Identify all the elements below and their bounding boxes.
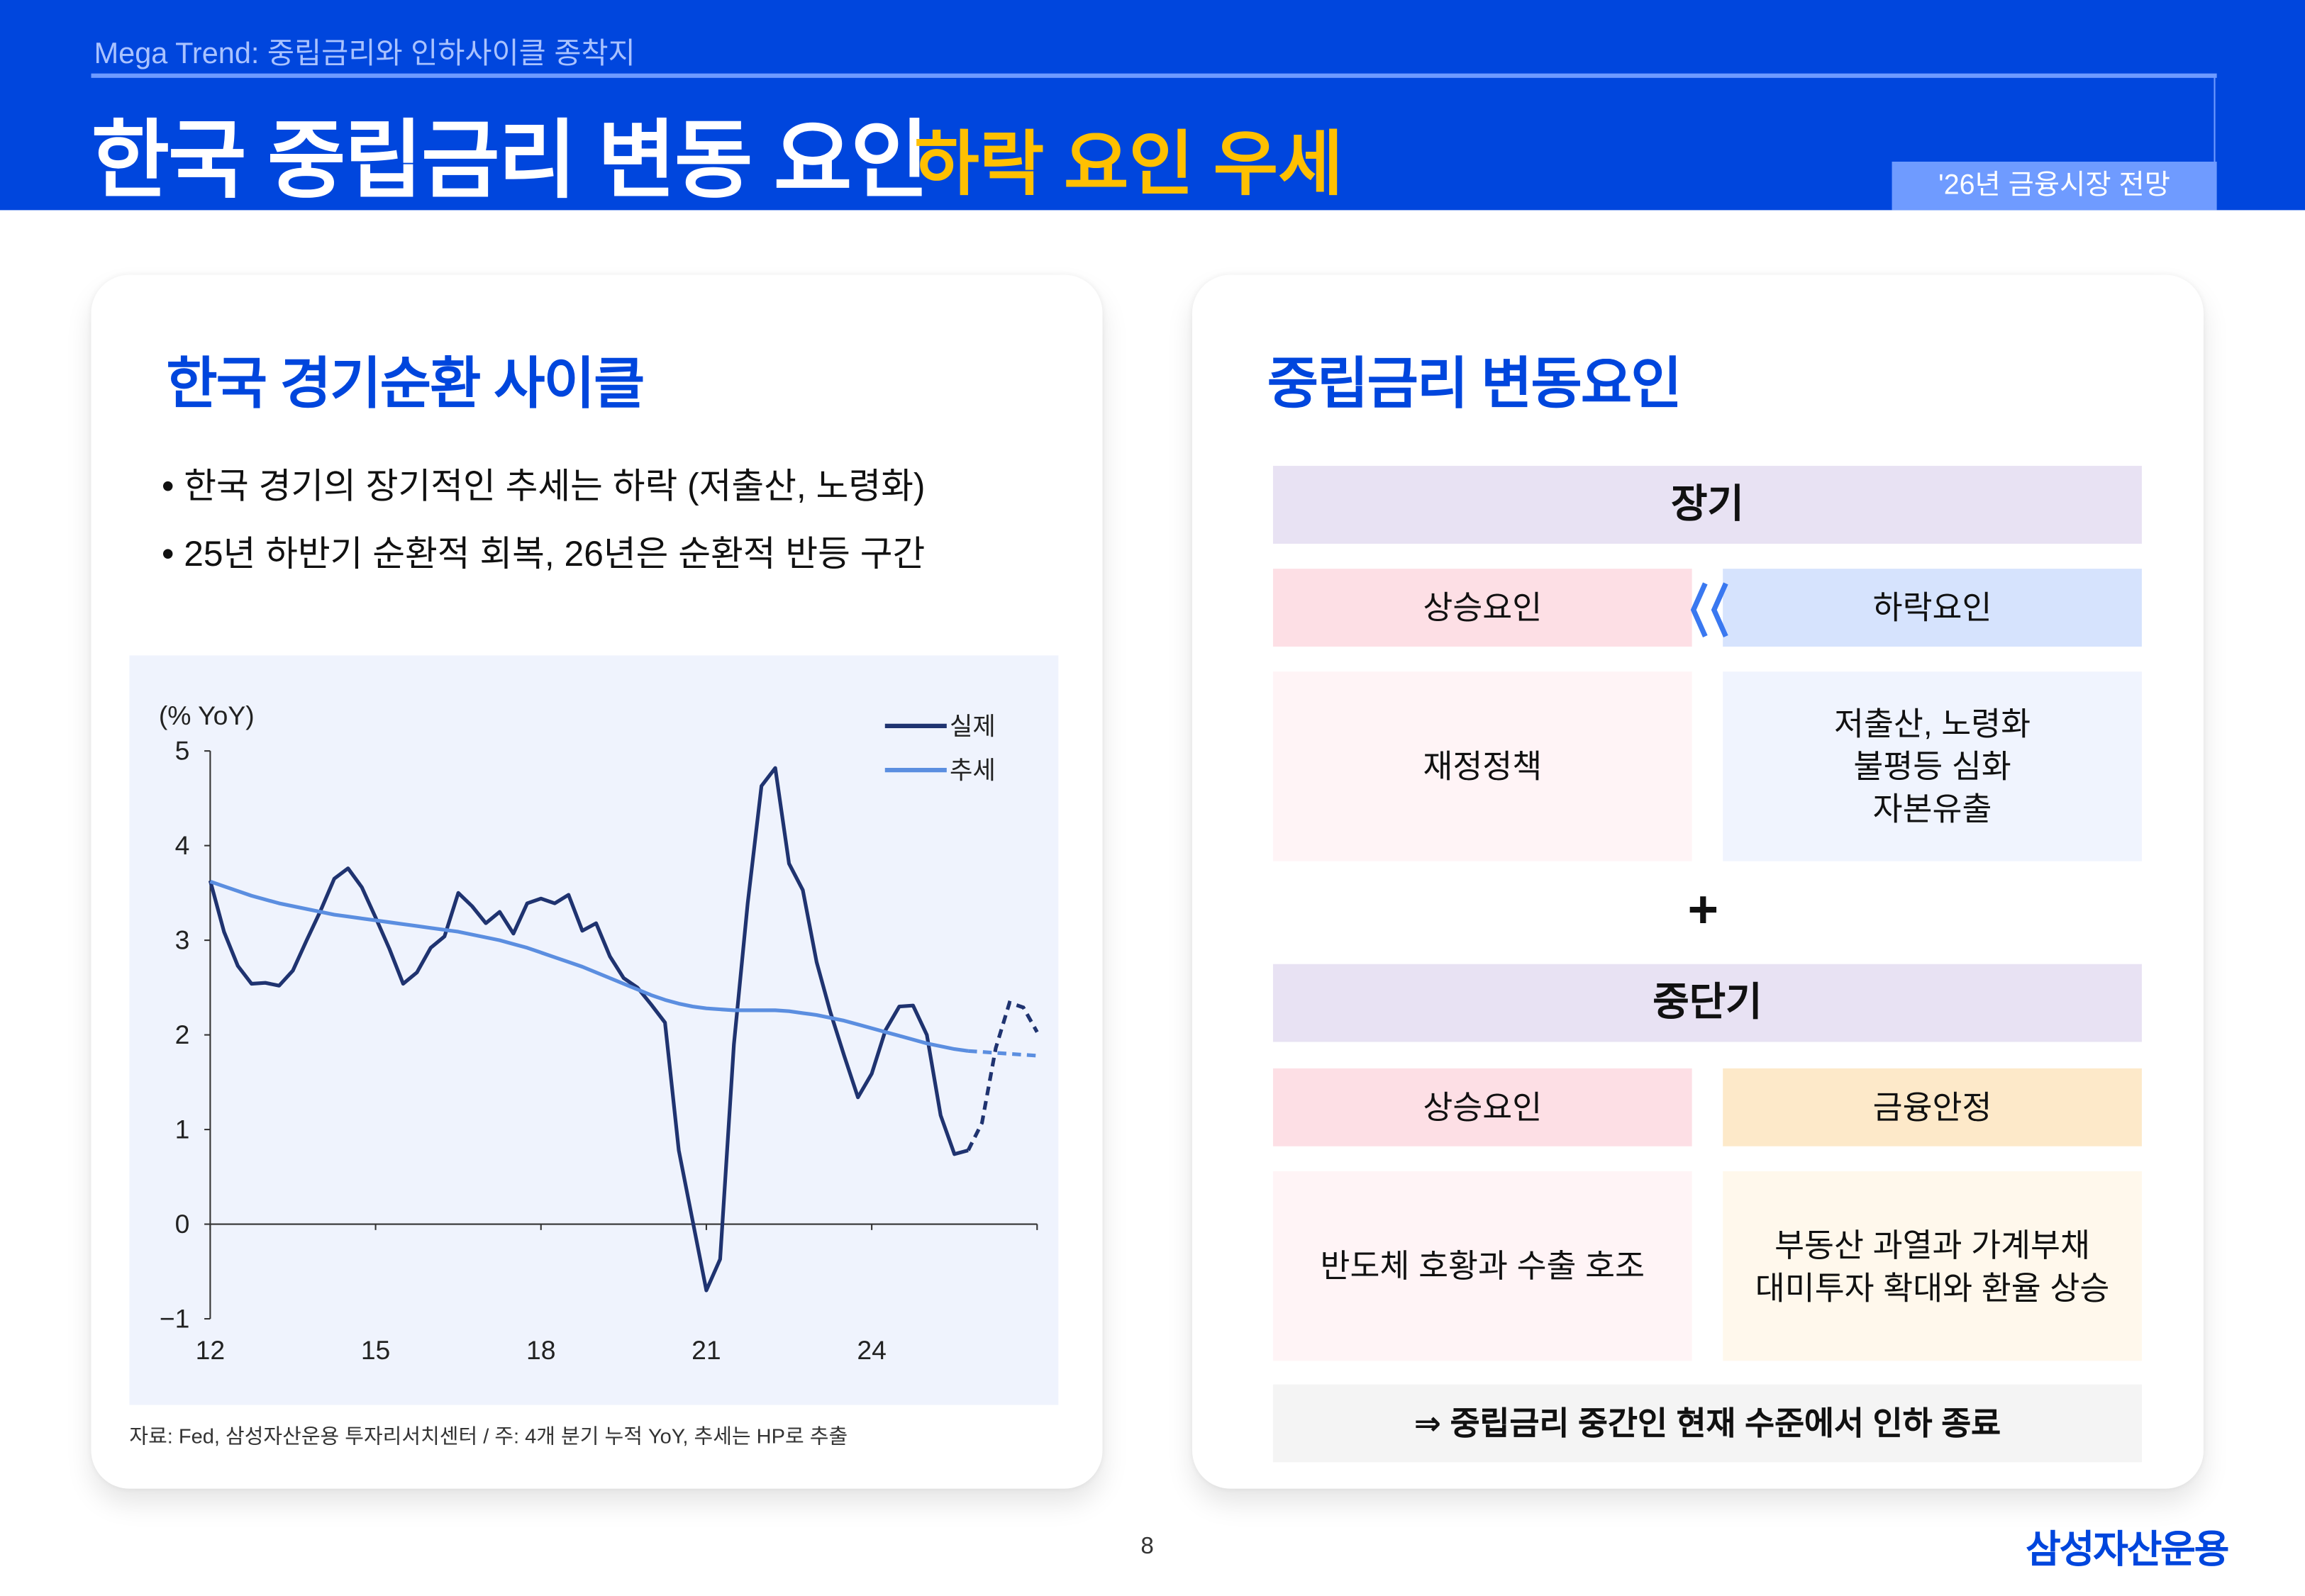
plus-icon: +: [1687, 878, 1719, 939]
y-tick-label: −1: [160, 1303, 190, 1333]
long-term-header: 장기: [1272, 466, 2142, 544]
conclusion: ⇒ 중립금리 중간인 현재 수준에서 인하 종료: [1272, 1384, 2142, 1463]
series-line-trend: [209, 879, 969, 1053]
long-term-up-label: 상승요인: [1272, 569, 1692, 647]
report-badge: '26년 금융시장 전망: [1892, 161, 2217, 211]
factor-item: 자본유출: [1872, 791, 1992, 827]
series-forecast-trend: [967, 1049, 1038, 1058]
series-line-actual: [208, 766, 969, 1293]
company-logo: 삼성자산운용: [2026, 1527, 2229, 1571]
page-title: 한국 중립금리 변동 요인: [91, 113, 929, 209]
y-tick-label: 1: [175, 1115, 190, 1144]
page-subtitle: 하락 요인 우세: [914, 126, 1343, 205]
chart-source: 자료: Fed, 삼성자산운용 투자리서치센터 / 주: 4개 분기 누적 Yo…: [129, 1424, 848, 1448]
y-tick-label: 2: [175, 1020, 190, 1049]
legend-label: 실제: [950, 713, 996, 740]
y-axis-label: (% YoY): [159, 701, 255, 730]
mid-term-up-items: 반도체 호황과 수출 호조: [1272, 1171, 1692, 1361]
x-tick-label: 21: [692, 1335, 721, 1365]
chart-area: 5 4 3 2 1 0 −1 12 15 18 21 24 (% YoY) 실제 추세: [129, 655, 1059, 1405]
x-tick-label: 18: [526, 1335, 556, 1365]
long-term-down-label: 하락요인: [1723, 569, 2142, 647]
page-number: 8: [1140, 1534, 1154, 1560]
bullet-1: • 한국 경기의 장기적인 추세는 하락 (저출산, 노령화): [161, 467, 926, 508]
y-tick-label: 4: [175, 830, 190, 860]
double-chevron-left-icon: [1690, 582, 1728, 637]
factor-item: 불평등 심화: [1853, 748, 2011, 785]
y-tick-label: 3: [175, 925, 190, 955]
mid-term-stability-items: 부동산 과열과 가계부채 대미투자 확대와 환율 상승: [1723, 1171, 2142, 1361]
y-tick-label: 5: [175, 736, 190, 766]
factor-item: 부동산 과열과 가계부채: [1774, 1226, 2090, 1263]
long-term-up-items: 재정정책: [1272, 671, 1692, 861]
x-tick-label: 15: [361, 1335, 391, 1365]
legend-label: 추세: [950, 757, 996, 785]
factor-item: 반도체 호황과 수출 호조: [1320, 1247, 1645, 1285]
section-kicker: Mega Trend: 중립금리와 인하사이클 종착지: [94, 38, 635, 71]
header-divider: [91, 73, 2217, 78]
card-title: 한국 경기순환 사이클: [166, 354, 645, 416]
mid-term-header: 중단기: [1272, 964, 2142, 1042]
x-tick-label: 12: [196, 1335, 226, 1365]
factor-item: 저출산, 노령화: [1834, 705, 2031, 742]
x-tick-label: 24: [857, 1335, 887, 1365]
series-forecast-actual: [966, 1000, 1039, 1151]
mid-term-up-label: 상승요인: [1272, 1068, 1692, 1146]
bullet-2: • 25년 하반기 순환적 회복, 26년은 순환적 반등 구간: [161, 535, 926, 575]
header-divider-vertical: [2214, 76, 2216, 168]
factor-item: 재정정책: [1423, 748, 1543, 785]
factor-item: 대미투자 확대와 환율 상승: [1755, 1268, 2110, 1306]
mid-term-stability-label: 금융안정: [1723, 1068, 2142, 1146]
long-term-down-items: 저출산, 노령화 불평등 심화 자본유출: [1723, 671, 2142, 861]
y-tick-label: 0: [175, 1209, 190, 1239]
card-title: 중립금리 변동요인: [1267, 354, 1682, 416]
